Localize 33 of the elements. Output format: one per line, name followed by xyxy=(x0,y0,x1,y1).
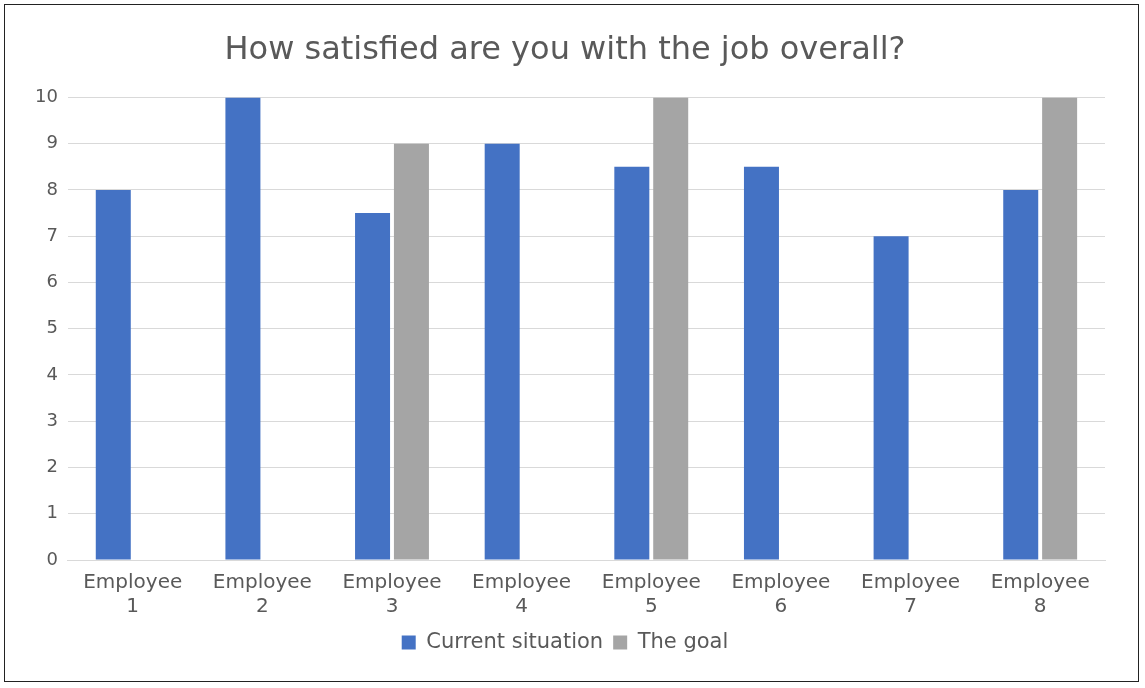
bar xyxy=(1042,97,1078,560)
y-tick-label: 10 xyxy=(35,85,58,107)
y-tick-label: 2 xyxy=(46,455,58,477)
y-tick-label: 1 xyxy=(46,501,58,523)
x-tick-label: Employee 7 xyxy=(861,569,961,618)
bar xyxy=(614,166,650,560)
x-tick-label: Employee 1 xyxy=(83,569,183,618)
x-tick-label: Employee 8 xyxy=(990,569,1090,618)
bar xyxy=(1003,189,1039,560)
bar xyxy=(743,166,779,560)
bar xyxy=(873,236,909,560)
x-tick-label: Employee 4 xyxy=(472,569,572,618)
x-tick-label: Employee 6 xyxy=(731,569,831,618)
y-tick-label: 0 xyxy=(46,547,58,569)
bar xyxy=(95,189,131,560)
x-tick-label: Employee 2 xyxy=(212,569,312,618)
y-tick-label: 9 xyxy=(46,131,58,153)
bar xyxy=(393,143,429,560)
bar xyxy=(225,97,261,560)
y-tick-label: 7 xyxy=(46,223,58,245)
chart-title: How satisfied are you with the job overall? xyxy=(224,28,906,67)
y-tick-label: 8 xyxy=(46,177,58,199)
legend-label: The goal xyxy=(636,628,729,653)
bar xyxy=(653,97,689,560)
x-tick-label: Employee 5 xyxy=(601,569,701,618)
y-tick-label: 3 xyxy=(46,408,58,430)
bar xyxy=(355,213,391,560)
y-tick-label: 4 xyxy=(46,362,58,384)
legend-label: Current situation xyxy=(426,628,604,653)
bar xyxy=(484,143,520,560)
x-tick-label: Employee 3 xyxy=(342,569,442,618)
y-tick-label: 5 xyxy=(46,316,58,338)
y-tick-label: 6 xyxy=(46,270,58,292)
